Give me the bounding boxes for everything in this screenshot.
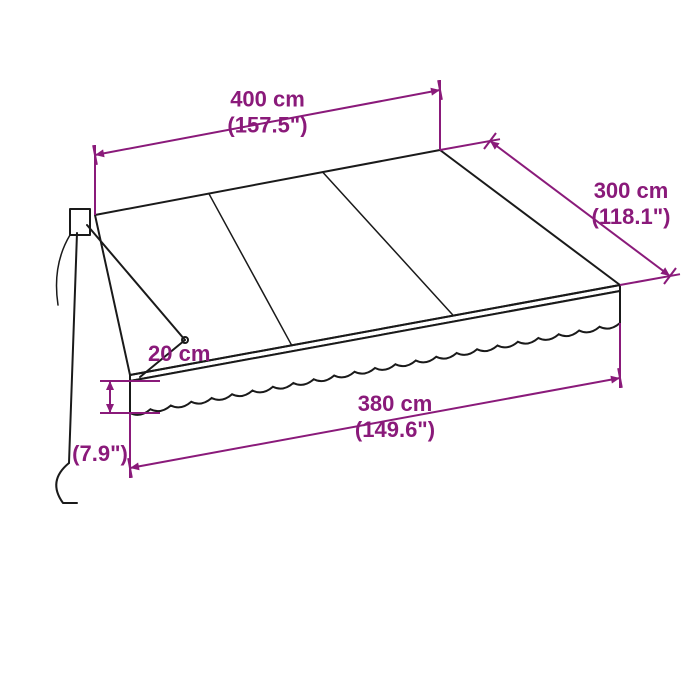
dim-front: 380 cm(149.6") bbox=[355, 391, 435, 442]
canopy-seam bbox=[323, 172, 454, 316]
dim-depth-in: (118.1") bbox=[592, 204, 671, 229]
dim-width-cm: 400 cm bbox=[230, 87, 305, 112]
dim-width-in: (157.5") bbox=[227, 113, 307, 138]
canopy-seam bbox=[209, 194, 292, 346]
dim-valance-in: (7.9") bbox=[72, 441, 128, 466]
dim-width: 400 cm(157.5") bbox=[227, 87, 307, 138]
crank-handle bbox=[56, 463, 77, 503]
pull-cord bbox=[57, 235, 71, 305]
mount-bracket-left bbox=[70, 209, 90, 235]
crank-rod bbox=[69, 233, 77, 463]
dim-depth: 300 cm(118.1") bbox=[592, 178, 671, 229]
dim-front-in: (149.6") bbox=[355, 417, 435, 442]
arm-upper bbox=[87, 225, 185, 340]
dim-front-cm: 380 cm bbox=[358, 391, 433, 416]
dim-depth-cm: 300 cm bbox=[594, 178, 669, 203]
dim-valance-cm: 20 cm bbox=[148, 341, 210, 366]
awning-diagram: 400 cm(157.5") 300 cm(118.1") 20 cm (7.9") 3… bbox=[0, 0, 700, 700]
